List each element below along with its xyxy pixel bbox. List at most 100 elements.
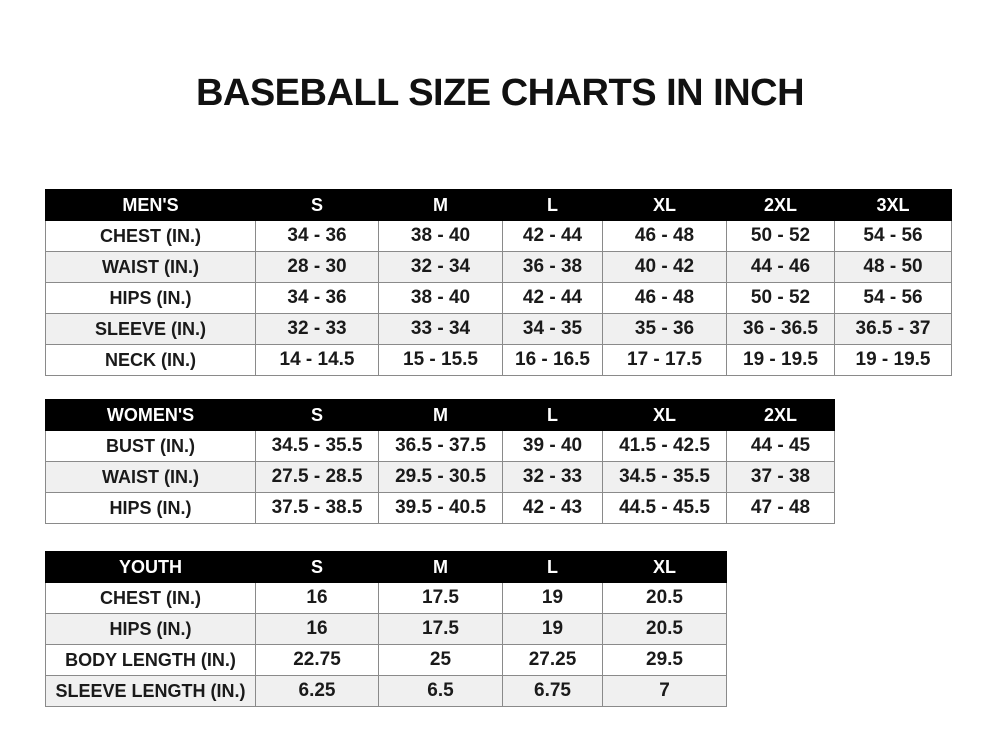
measurement-label: HIPS (IN.): [45, 613, 256, 645]
measurement-value: 19: [502, 582, 603, 614]
womens-size-table: WOMEN'S S M L XL 2XL BUST (IN.) 34.5 - 35.5 36.5…: [45, 399, 835, 524]
measurement-label: BUST (IN.): [45, 430, 256, 462]
category-header: WOMEN'S: [45, 399, 256, 431]
measurement-label: HIPS (IN.): [45, 282, 256, 314]
measurement-value: 6.25: [255, 675, 379, 707]
measurement-value: 46 - 48: [602, 220, 727, 252]
measurement-value: 39 - 40: [502, 430, 603, 462]
measurement-value: 19 - 19.5: [726, 344, 835, 376]
size-header: XL: [602, 551, 727, 583]
measurement-label: SLEEVE (IN.): [45, 313, 256, 345]
measurement-value: 40 - 42: [602, 251, 727, 283]
measurement-value: 36.5 - 37: [834, 313, 952, 345]
measurement-value: 14 - 14.5: [255, 344, 379, 376]
size-header: S: [255, 399, 379, 431]
page-title: BASEBALL SIZE CHARTS IN INCH: [195, 72, 805, 114]
measurement-value: 25: [378, 644, 503, 676]
measurement-value: 54 - 56: [834, 282, 952, 314]
measurement-value: 27.25: [502, 644, 603, 676]
table-row: WAIST (IN.) 28 - 30 32 - 34 36 - 38 40 - 42 4…: [45, 251, 952, 283]
header-row: YOUTH S M L XL: [45, 551, 727, 583]
measurement-value: 50 - 52: [726, 220, 835, 252]
measurement-value: 32 - 33: [502, 461, 603, 493]
measurement-label: WAIST (IN.): [45, 251, 256, 283]
table-row: HIPS (IN.) 37.5 - 38.5 39.5 - 40.5 42 - 43 4…: [45, 492, 835, 524]
measurement-value: 47 - 48: [726, 492, 835, 524]
table-row: HIPS (IN.) 16 17.5 19 20.5: [45, 613, 727, 645]
category-header: YOUTH: [45, 551, 256, 583]
size-header: S: [255, 551, 379, 583]
measurement-label: BODY LENGTH (IN.): [45, 644, 256, 676]
size-header: 2XL: [726, 189, 835, 221]
size-header: L: [502, 189, 603, 221]
measurement-value: 22.75: [255, 644, 379, 676]
table-row: CHEST (IN.) 34 - 36 38 - 40 42 - 44 46 - 48 5…: [45, 220, 952, 252]
table-row: SLEEVE LENGTH (IN.) 6.25 6.5 6.75 7: [45, 675, 727, 707]
measurement-value: 20.5: [602, 613, 727, 645]
measurement-value: 38 - 40: [378, 220, 503, 252]
table-row: BODY LENGTH (IN.) 22.75 25 27.25 29.5: [45, 644, 727, 676]
measurement-value: 35 - 36: [602, 313, 727, 345]
measurement-value: 37.5 - 38.5: [255, 492, 379, 524]
measurement-value: 6.5: [378, 675, 503, 707]
measurement-value: 48 - 50: [834, 251, 952, 283]
measurement-value: 32 - 34: [378, 251, 503, 283]
size-header: M: [378, 399, 503, 431]
category-header: MEN'S: [45, 189, 256, 221]
table-row: HIPS (IN.) 34 - 36 38 - 40 42 - 44 46 - 48 50…: [45, 282, 952, 314]
size-header: 2XL: [726, 399, 835, 431]
measurement-value: 54 - 56: [834, 220, 952, 252]
measurement-value: 34.5 - 35.5: [602, 461, 727, 493]
measurement-value: 37 - 38: [726, 461, 835, 493]
size-header: M: [378, 551, 503, 583]
table-row: BUST (IN.) 34.5 - 35.5 36.5 - 37.5 39 - 40 4…: [45, 430, 835, 462]
measurement-label: NECK (IN.): [45, 344, 256, 376]
measurement-value: 34.5 - 35.5: [255, 430, 379, 462]
measurement-value: 17.5: [378, 582, 503, 614]
measurement-label: HIPS (IN.): [45, 492, 256, 524]
size-header: 3XL: [834, 189, 952, 221]
size-header: M: [378, 189, 503, 221]
measurement-value: 50 - 52: [726, 282, 835, 314]
measurement-value: 15 - 15.5: [378, 344, 503, 376]
measurement-value: 16: [255, 582, 379, 614]
measurement-value: 29.5 - 30.5: [378, 461, 503, 493]
table-row: WAIST (IN.) 27.5 - 28.5 29.5 - 30.5 32 - 33…: [45, 461, 835, 493]
measurement-label: CHEST (IN.): [45, 220, 256, 252]
header-row: MEN'S S M L XL 2XL 3XL: [45, 189, 952, 221]
measurement-value: 29.5: [602, 644, 727, 676]
measurement-value: 36.5 - 37.5: [378, 430, 503, 462]
measurement-value: 17 - 17.5: [602, 344, 727, 376]
youth-size-table: YOUTH S M L XL CHEST (IN.) 16 17.5 19 20.5 HIPS (I…: [45, 551, 727, 707]
measurement-value: 39.5 - 40.5: [378, 492, 503, 524]
measurement-value: 44.5 - 45.5: [602, 492, 727, 524]
measurement-value: 19: [502, 613, 603, 645]
measurement-value: 41.5 - 42.5: [602, 430, 727, 462]
measurement-value: 34 - 36: [255, 220, 379, 252]
measurement-value: 42 - 43: [502, 492, 603, 524]
measurement-value: 32 - 33: [255, 313, 379, 345]
measurement-value: 20.5: [602, 582, 727, 614]
size-header: XL: [602, 399, 727, 431]
measurement-value: 19 - 19.5: [834, 344, 952, 376]
measurement-label: WAIST (IN.): [45, 461, 256, 493]
table-row: SLEEVE (IN.) 32 - 33 33 - 34 34 - 35 35 - 36…: [45, 313, 952, 345]
measurement-value: 28 - 30: [255, 251, 379, 283]
measurement-value: 46 - 48: [602, 282, 727, 314]
measurement-value: 34 - 36: [255, 282, 379, 314]
size-header: S: [255, 189, 379, 221]
mens-size-table: MEN'S S M L XL 2XL 3XL CHEST (IN.) 34 - 36 38 - 4…: [45, 189, 952, 376]
measurement-value: 44 - 45: [726, 430, 835, 462]
measurement-value: 42 - 44: [502, 220, 603, 252]
measurement-value: 44 - 46: [726, 251, 835, 283]
size-header: L: [502, 551, 603, 583]
size-header: XL: [602, 189, 727, 221]
measurement-value: 42 - 44: [502, 282, 603, 314]
header-row: WOMEN'S S M L XL 2XL: [45, 399, 835, 431]
measurement-value: 27.5 - 28.5: [255, 461, 379, 493]
size-header: L: [502, 399, 603, 431]
table-row: CHEST (IN.) 16 17.5 19 20.5: [45, 582, 727, 614]
measurement-value: 34 - 35: [502, 313, 603, 345]
measurement-value: 33 - 34: [378, 313, 503, 345]
table-row: NECK (IN.) 14 - 14.5 15 - 15.5 16 - 16.5 17 …: [45, 344, 952, 376]
